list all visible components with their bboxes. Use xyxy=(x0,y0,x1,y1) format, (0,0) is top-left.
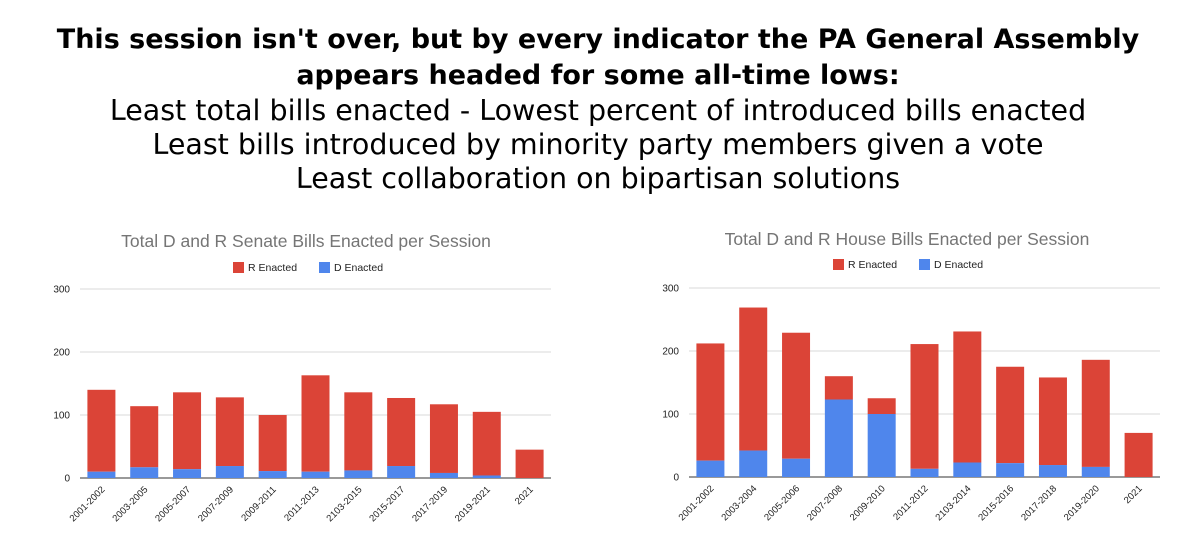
senate-xtick-2001-2002: 2001-2002 xyxy=(68,484,108,524)
headline-title-line-2: appears headed for some all-time lows: xyxy=(296,60,900,91)
house-legend-swatch-2 xyxy=(919,259,930,270)
house-title: Total D and R House Bills Enacted per Se… xyxy=(725,229,1090,249)
house-xtick-2003-2004: 2003-2004 xyxy=(719,483,759,523)
senate-bar-r-2007-2009 xyxy=(215,397,244,467)
house-bar-d-2103-2014 xyxy=(953,462,982,477)
house-bar-d-2009-2010 xyxy=(867,414,896,477)
senate-bar-r-2001-2002 xyxy=(87,389,116,472)
senate-title: Total D and R Senate Bills Enacted per S… xyxy=(121,231,491,251)
house-bar-r-2011-2012 xyxy=(910,344,939,469)
house-xtick-2017-2018: 2017-2018 xyxy=(1019,483,1059,523)
senate-legend-swatch-2 xyxy=(319,262,330,273)
house-bar-r-2021 xyxy=(1124,432,1153,477)
house-xtick-2007-2008: 2007-2008 xyxy=(805,483,845,523)
senate-bar-d-2017-2019 xyxy=(429,472,458,478)
headline-title-line-1: This session isn't over, but by every in… xyxy=(56,24,1140,55)
house-xtick-2001-2002: 2001-2002 xyxy=(677,483,717,523)
house-xtick-2011-2012: 2011-2012 xyxy=(891,483,930,522)
house-bar-r-2019-2020 xyxy=(1081,359,1110,467)
house-bar-r-2007-2008 xyxy=(824,376,853,400)
senate-xtick-2103-2015: 2103-2015 xyxy=(325,484,365,524)
senate-bar-d-2001-2002 xyxy=(87,471,116,478)
house-bar-d-2011-2012 xyxy=(910,468,939,477)
senate-bar-r-2103-2015 xyxy=(344,392,373,471)
house-bar-d-2001-2002 xyxy=(696,460,725,477)
senate-bar-d-2019-2021 xyxy=(472,475,501,478)
house-bar-r-2015-2016 xyxy=(996,366,1025,464)
house-bar-r-2001-2002 xyxy=(696,343,725,461)
senate-bar-d-2011-2013 xyxy=(301,471,330,478)
senate-bar-r-2009-2011 xyxy=(258,415,287,472)
senate-xtick-2007-2009: 2007-2009 xyxy=(196,484,236,524)
senate-bar-d-2003-2005 xyxy=(130,467,159,478)
house-xtick-2021: 2021 xyxy=(1122,483,1145,506)
house-bar-d-2005-2006 xyxy=(782,458,811,477)
senate-ytick-300: 300 xyxy=(53,285,70,296)
senate-bills-chart: Total D and R Senate Bills Enacted per S… xyxy=(53,231,551,524)
house-bar-r-2017-2018 xyxy=(1038,377,1067,466)
senate-xtick-2005-2007: 2005-2007 xyxy=(153,484,193,524)
senate-xtick-2009-2011: 2009-2011 xyxy=(239,484,278,523)
senate-xtick-2011-2013: 2011-2013 xyxy=(282,484,321,523)
senate-legend-label-2: D Enacted xyxy=(334,262,383,274)
house-bar-d-2007-2008 xyxy=(824,399,853,477)
headline: This session isn't over, but by every in… xyxy=(0,22,1196,196)
senate-xtick-2015-2017: 2015-2017 xyxy=(367,484,407,524)
house-xtick-2103-2014: 2103-2014 xyxy=(934,483,974,523)
house-legend-label-2: D Enacted xyxy=(934,259,983,271)
senate-xtick-2003-2005: 2003-2005 xyxy=(110,484,150,524)
senate-legend-swatch-1 xyxy=(233,262,244,273)
house-bar-d-2015-2016 xyxy=(996,463,1025,477)
senate-xtick-2019-2021: 2019-2021 xyxy=(453,484,493,524)
house-bar-r-2005-2006 xyxy=(782,332,811,459)
senate-bar-r-2021 xyxy=(515,449,544,478)
house-bar-d-2003-2004 xyxy=(739,450,768,477)
house-xtick-2005-2006: 2005-2006 xyxy=(762,483,802,523)
house-xtick-2015-2016: 2015-2016 xyxy=(976,483,1016,523)
senate-bar-d-2009-2011 xyxy=(258,471,287,478)
senate-bar-r-2019-2021 xyxy=(472,411,501,476)
senate-bar-d-2007-2009 xyxy=(215,466,244,478)
senate-bar-r-2005-2007 xyxy=(173,392,202,470)
house-bar-r-2009-2010 xyxy=(867,398,896,414)
house-ytick-200: 200 xyxy=(662,347,679,358)
senate-xtick-2021: 2021 xyxy=(513,484,536,507)
house-legend-label-1: R Enacted xyxy=(848,259,897,271)
senate-bar-r-2015-2017 xyxy=(387,397,416,467)
house-legend-swatch-1 xyxy=(833,259,844,270)
house-bar-r-2103-2014 xyxy=(953,331,982,463)
senate-ytick-100: 100 xyxy=(53,411,70,422)
senate-bar-r-2003-2005 xyxy=(130,406,159,468)
senate-bar-r-2011-2013 xyxy=(301,375,330,472)
house-bills-chart: Total D and R House Bills Enacted per Se… xyxy=(662,229,1160,523)
senate-xtick-2017-2019: 2017-2019 xyxy=(410,484,450,524)
house-ytick-0: 0 xyxy=(673,473,679,484)
senate-bar-d-2103-2015 xyxy=(344,470,373,478)
house-bar-d-2019-2020 xyxy=(1081,466,1110,477)
senate-bar-d-2015-2017 xyxy=(387,466,416,478)
senate-ytick-200: 200 xyxy=(53,348,70,359)
house-bar-d-2017-2018 xyxy=(1038,465,1067,477)
senate-ytick-0: 0 xyxy=(64,474,70,485)
senate-bar-r-2017-2019 xyxy=(429,404,458,473)
house-ytick-300: 300 xyxy=(662,284,679,295)
headline-point-1: Least total bills enacted - Lowest perce… xyxy=(109,94,1087,127)
house-xtick-2019-2020: 2019-2020 xyxy=(1062,483,1102,523)
house-bar-r-2003-2004 xyxy=(739,307,768,451)
senate-legend-label-1: R Enacted xyxy=(248,262,297,274)
headline-point-2: Least bills introduced by minority party… xyxy=(152,128,1044,161)
house-xtick-2009-2010: 2009-2010 xyxy=(848,483,888,523)
senate-bar-d-2005-2007 xyxy=(173,469,202,478)
house-ytick-100: 100 xyxy=(662,410,679,421)
headline-point-3: Least collaboration on bipartisan soluti… xyxy=(295,162,901,195)
